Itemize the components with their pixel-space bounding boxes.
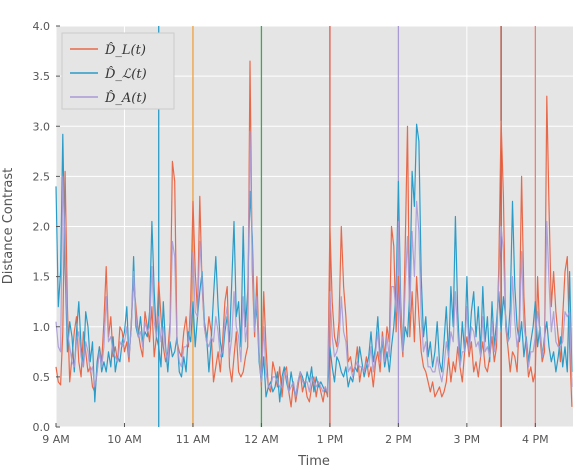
y-tick-label: 1.0 <box>33 321 51 334</box>
y-tick-label: 4.0 <box>33 20 51 33</box>
legend-label: D̂_A(t) <box>104 90 147 106</box>
series-line-2 <box>55 123 573 403</box>
x-tick-label: 3 PM <box>454 433 481 446</box>
y-axis-ticks: 0.0 0.5 1.0 1.5 2.0 2.5 3.0 3.5 4.0 <box>33 20 60 434</box>
series-lines <box>55 60 573 408</box>
series-line-1 <box>55 60 573 408</box>
x-tick-label: 10 AM <box>107 433 142 446</box>
x-tick-label: 1 PM <box>317 433 344 446</box>
x-axis-title: Time <box>297 454 330 469</box>
y-tick-label: 3.0 <box>33 120 51 133</box>
legend: D̂_L(t) D̂_ℒ(t) D̂_A(t) <box>61 32 175 110</box>
x-axis-ticks: 9 AM 10 AM 11 AM 12 AM 1 PM 2 PM 3 PM 4 PM <box>42 423 549 446</box>
x-tick-label: 11 AM <box>176 433 211 446</box>
x-tick-label: 4 PM <box>522 433 549 446</box>
y-tick-label: 0.5 <box>33 371 51 384</box>
legend-label: D̂_L(t) <box>104 42 146 58</box>
y-tick-label: 3.5 <box>33 70 51 83</box>
x-tick-label: 2 PM <box>385 433 412 446</box>
y-tick-label: 2.5 <box>33 170 51 183</box>
y-tick-label: 2.0 <box>33 221 51 234</box>
y-axis-title: Distance Contrast <box>1 168 16 285</box>
y-tick-label: 1.5 <box>33 271 51 284</box>
x-tick-label: 9 AM <box>42 433 70 446</box>
series-line-3 <box>55 130 573 398</box>
y-tick-label: 0.0 <box>33 421 51 434</box>
legend-label: D̂_ℒ(t) <box>104 66 147 82</box>
x-tick-label: 12 AM <box>244 433 279 446</box>
